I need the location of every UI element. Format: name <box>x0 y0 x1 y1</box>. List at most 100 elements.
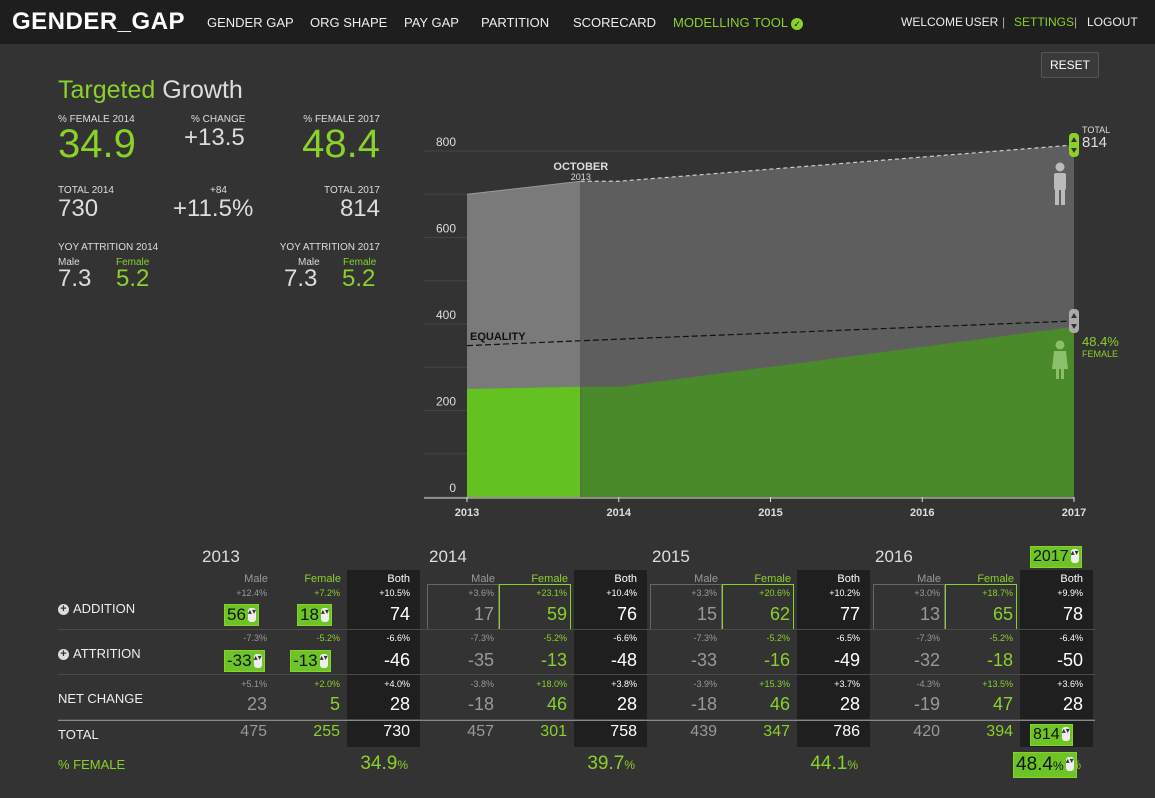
net-male-value: 23 <box>246 694 267 714</box>
att-both-pct: -6.4% <box>1059 633 1083 643</box>
att-male-input-value: -33 <box>227 651 252 670</box>
x-tick-label: 2017 <box>1062 507 1086 519</box>
total-female-value: 255 <box>313 723 340 740</box>
add-male-pct: +3.6% <box>468 588 494 598</box>
pct-female-number: 44.1 <box>810 753 848 774</box>
col-header-male: Male <box>471 573 495 585</box>
net-both-pct: +3.6% <box>1057 679 1083 689</box>
nav-modelling-tool-label: MODELLING TOOL <box>673 15 789 30</box>
net-both-pct: +3.7% <box>834 679 860 689</box>
total-2014-label: TOTAL 2014 <box>58 185 114 196</box>
yoy-2014-male-label: Male <box>58 257 80 268</box>
marker-year: 2013 <box>571 172 591 182</box>
row-label-total-text: TOTAL <box>58 727 99 742</box>
row-label-total[interactable]: TOTAL <box>58 727 99 742</box>
att-both-pct: -6.5% <box>836 633 860 643</box>
spinner-icon[interactable]: ▴▾ <box>319 653 328 668</box>
net-male-pct: -3.8% <box>470 679 494 689</box>
x-tick-label: 2014 <box>607 507 632 519</box>
add-male-pct: +3.3% <box>691 588 717 598</box>
female-person-icon-leg <box>1056 369 1059 379</box>
add-both-pct: +10.5% <box>379 588 410 598</box>
net-female-value: 5 <box>329 694 340 714</box>
spinner-icon[interactable]: ▴▾ <box>247 607 256 622</box>
total-male-value: 439 <box>690 723 717 740</box>
att-male-value: -32 <box>913 650 940 670</box>
add-female-pct: +18.7% <box>982 588 1013 598</box>
row-label-pct-female: % FEMALE <box>58 757 126 772</box>
att-male-pct: -7.3% <box>693 633 717 643</box>
net-female-value: 46 <box>769 694 790 714</box>
nav-org-shape[interactable]: ORG SHAPE <box>310 15 388 30</box>
both-column-bg <box>347 570 420 747</box>
reset-button[interactable]: RESET <box>1041 52 1099 78</box>
total-female-value: 347 <box>763 723 790 740</box>
total-both-value: 730 <box>383 723 410 740</box>
total-2017-input-value: 814 <box>1033 726 1060 743</box>
att-both-value: -49 <box>833 650 860 670</box>
user-link[interactable]: USER <box>965 15 999 29</box>
welcome-text: WELCOME <box>901 15 964 29</box>
row-label-net-change[interactable]: NET CHANGE <box>58 691 143 706</box>
net-female-value: 46 <box>546 694 567 714</box>
y-tick-label: 800 <box>436 135 456 149</box>
female-2014-label: % FEMALE 2014 <box>58 114 135 125</box>
pct-female-value: 44.1% <box>650 753 858 775</box>
att-female-value: -13 <box>540 650 567 670</box>
total-handle <box>1069 132 1079 157</box>
total-female-value: 301 <box>540 723 567 740</box>
spinner-icon[interactable]: ▴▾ <box>320 607 329 622</box>
pct-female-2017-input[interactable]: 48.4% ▴▾ <box>1013 752 1077 778</box>
att-male-input[interactable]: -33 ▴▾ <box>224 650 265 672</box>
spinner-icon[interactable]: ▴▾ <box>253 653 262 668</box>
nav-separator: | <box>1002 15 1006 29</box>
total-divider <box>58 720 1095 721</box>
equality-line <box>466 320 1075 347</box>
add-female-input-value: 18 <box>300 605 319 624</box>
logo[interactable]: GENDER_GAP <box>12 8 186 35</box>
row-label-addition-text: ADDITION <box>73 601 136 616</box>
net-male-value: -18 <box>690 694 717 714</box>
female-person-icon-leg <box>1061 369 1064 379</box>
pct-change-value: +13.5 <box>184 124 245 151</box>
y-tick-label: 0 <box>449 481 456 495</box>
year-2017-value: 2017 <box>1033 548 1069 565</box>
add-female-input[interactable]: 18 ▴▾ <box>297 604 332 626</box>
row-divider <box>58 674 1095 675</box>
net-female-value: 47 <box>992 694 1013 714</box>
row-label-attrition[interactable]: + ATTRITION <box>58 646 141 661</box>
female-handle-up <box>1071 312 1077 318</box>
att-male-pct: -7.3% <box>243 633 267 643</box>
nav-pay-gap[interactable]: PAY GAP <box>404 15 459 30</box>
female-label: FEMALE <box>1082 349 1118 359</box>
row-label-addition[interactable]: + ADDITION <box>58 601 135 616</box>
nav-partition[interactable]: PARTITION <box>481 15 550 30</box>
yoy-2017-female-value: 5.2 <box>342 265 376 292</box>
col-header-female: Female <box>304 573 341 585</box>
plus-circle-icon: + <box>58 604 69 616</box>
year-2017-select[interactable]: 2017 ▴▾ <box>1030 546 1082 568</box>
total-2017-input[interactable]: 814 ▴▾ <box>1030 724 1073 746</box>
settings-link[interactable]: SETTINGS <box>1014 15 1075 29</box>
spinner-icon[interactable]: ▴▾ <box>1061 726 1070 741</box>
att-female-value: -16 <box>763 650 790 670</box>
nav-modelling-tool[interactable]: MODELLING TOOL ✓ <box>673 15 804 30</box>
pct-sign: % <box>847 758 858 772</box>
add-both-value: 78 <box>1062 604 1083 624</box>
x-tick-label: 2015 <box>758 507 782 519</box>
spinner-icon[interactable]: ▴▾ <box>1065 756 1074 771</box>
row-divider <box>58 719 1095 720</box>
add-male-pct: +12.4% <box>236 588 267 598</box>
spinner-icon[interactable]: ▴▾ <box>1070 548 1079 563</box>
nav-gender-gap[interactable]: GENDER GAP <box>207 15 294 30</box>
add-male-input[interactable]: 56 ▴▾ <box>224 604 259 626</box>
net-female-pct: +18.0% <box>536 679 567 689</box>
y-tick-label: 200 <box>436 395 456 409</box>
nav-scorecard[interactable]: SCORECARD <box>573 15 657 30</box>
page-title: Targeted Growth <box>58 76 243 105</box>
plus-circle-icon: + <box>58 649 69 661</box>
both-column-bg <box>797 570 870 747</box>
att-female-input[interactable]: -13 ▴▾ <box>290 650 331 672</box>
col-header-female: Female <box>977 573 1014 585</box>
logout-link[interactable]: LOGOUT <box>1087 15 1138 29</box>
